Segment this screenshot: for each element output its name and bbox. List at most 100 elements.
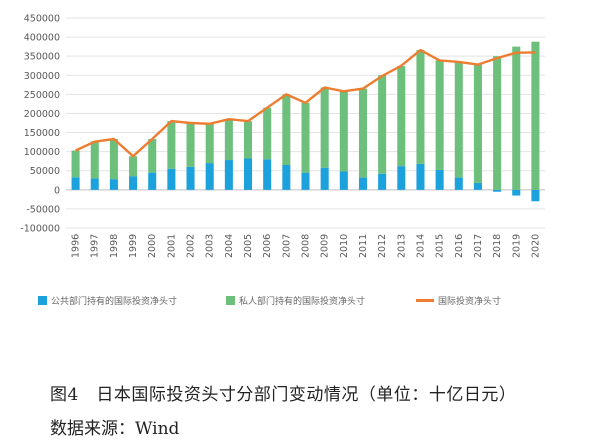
y-tick-label: 200000 (24, 109, 60, 120)
bar-public-2001 (167, 168, 176, 190)
bar-public-2004 (224, 160, 233, 190)
y-tick-label: 300000 (24, 71, 60, 82)
bar-public-1998 (109, 179, 118, 190)
chart: 450000 400000 350000 300000 250000 200000 1500… (20, 14, 545, 258)
legend-label-public: 公共部门持有的国际投资净头寸 (51, 297, 178, 307)
y-tick-label: 100000 (24, 147, 60, 158)
bar-public-2005 (243, 158, 253, 190)
bar-private-2014 (416, 50, 425, 164)
x-tick-label: 1999 (128, 234, 139, 258)
bar-public-2008 (301, 172, 310, 190)
legend-item-net: 国际投资净头寸 (416, 294, 501, 307)
x-tick-label: 2019 (511, 234, 522, 258)
bar-public-2010 (339, 171, 348, 190)
bar-public-2007 (282, 165, 291, 190)
x-tick-label: 2002 (186, 234, 197, 258)
bar-private-2017 (473, 64, 482, 183)
y-tick-label: 450000 (24, 14, 60, 25)
bar-private-2009 (320, 87, 329, 168)
x-tick-label: 2013 (396, 234, 407, 258)
bar-public-2003 (205, 163, 214, 190)
bar-public-2015 (435, 169, 444, 190)
bar-public-1999 (129, 176, 138, 190)
x-tick-label: 1996 (71, 234, 82, 258)
x-tick-label: 1998 (109, 234, 120, 258)
bar-private-2016 (454, 61, 463, 178)
bar-public-2006 (263, 159, 272, 190)
bar-private-2007 (282, 94, 291, 165)
bar-public-2000 (148, 172, 157, 190)
bar-private-2002 (186, 123, 195, 167)
y-tick-label: 0 (54, 185, 60, 196)
bar-private-2018 (493, 56, 502, 190)
bar-private-2011 (358, 88, 368, 178)
x-tick-label: 2008 (301, 234, 312, 258)
bar-private-2010 (339, 91, 348, 172)
bar-public-2011 (358, 177, 368, 190)
bar-public-2018 (493, 189, 502, 192)
bars (71, 41, 540, 202)
x-tick-label: 2001 (166, 234, 177, 258)
y-tick-label: -50000 (26, 204, 60, 215)
bar-public-2009 (320, 167, 329, 190)
bar-private-1996 (71, 150, 80, 178)
y-tick-label: 250000 (24, 90, 60, 101)
bar-private-2000 (148, 139, 157, 173)
bar-private-1999 (129, 156, 138, 177)
legend-label-private: 私人部门持有的国际投资净头寸 (239, 297, 366, 307)
x-tick-label: 2016 (454, 234, 465, 258)
legend-label-net: 国际投资净头寸 (438, 297, 502, 307)
x-tick-label: 2004 (224, 234, 235, 258)
y-tick-label: -100000 (20, 224, 60, 235)
bar-private-2006 (263, 107, 272, 160)
x-axis-tick-labels: 1996 1997 1998 1999 2000 2001 2002 2003 2004 2005… (71, 234, 542, 258)
legend-swatch-net (416, 299, 434, 302)
x-tick-label: 2015 (435, 234, 446, 258)
y-tick-label: 150000 (24, 128, 60, 139)
x-tick-label: 2005 (243, 234, 254, 258)
x-tick-label: 2018 (492, 234, 503, 258)
y-tick-label: 400000 (24, 33, 60, 44)
y-axis-tick-labels: 450000 400000 350000 300000 250000 200000 1500… (20, 14, 60, 235)
y-tick-label: 350000 (24, 52, 60, 63)
x-tick-label: 2012 (377, 234, 388, 258)
legend: 公共部门持有的国际投资净头寸 私人部门持有的国际投资净头寸 国际投资净头寸 (0, 294, 596, 310)
bar-private-2019 (512, 46, 521, 190)
bar-private-1998 (109, 139, 118, 180)
x-tick-label: 2009 (320, 234, 331, 258)
bar-public-2002 (186, 166, 195, 190)
x-tick-label: 2007 (281, 234, 292, 258)
line-net-position (75, 48, 536, 158)
y-tick-label: 50000 (30, 166, 60, 177)
x-tick-label: 2010 (339, 234, 350, 258)
x-tick-label: 2000 (147, 234, 158, 258)
x-tick-label: 2020 (530, 234, 541, 258)
bar-private-2013 (397, 66, 406, 167)
x-tick-label: 2003 (205, 234, 216, 258)
bar-private-2020 (531, 41, 540, 190)
bar-private-2003 (205, 123, 214, 164)
bar-public-1996 (71, 177, 80, 190)
legend-swatch-public (38, 296, 47, 305)
x-tick-label: 2017 (473, 234, 484, 258)
legend-item-public: 公共部门持有的国际投资净头寸 (38, 294, 177, 307)
bar-private-2004 (224, 119, 233, 161)
bar-private-2005 (243, 121, 253, 159)
x-tick-label: 2014 (415, 234, 426, 258)
bar-public-2017 (473, 182, 482, 190)
bar-public-2012 (378, 173, 387, 190)
bar-public-2020 (531, 189, 540, 202)
bar-private-2015 (435, 60, 444, 170)
net-position-line (75, 48, 536, 158)
bar-public-2014 (416, 163, 425, 190)
bar-private-2001 (167, 121, 176, 169)
bar-public-1997 (90, 178, 99, 190)
x-tick-label: 1997 (90, 234, 101, 258)
bar-private-1997 (90, 141, 99, 179)
figure-caption: 图4 日本国际投资头寸分部门变动情况（单位：十亿日元） (50, 385, 517, 405)
bar-public-2013 (397, 166, 406, 190)
bar-public-2016 (454, 177, 463, 190)
legend-swatch-private (226, 296, 235, 305)
bar-private-2008 (301, 102, 310, 173)
x-tick-label: 2006 (262, 234, 273, 258)
